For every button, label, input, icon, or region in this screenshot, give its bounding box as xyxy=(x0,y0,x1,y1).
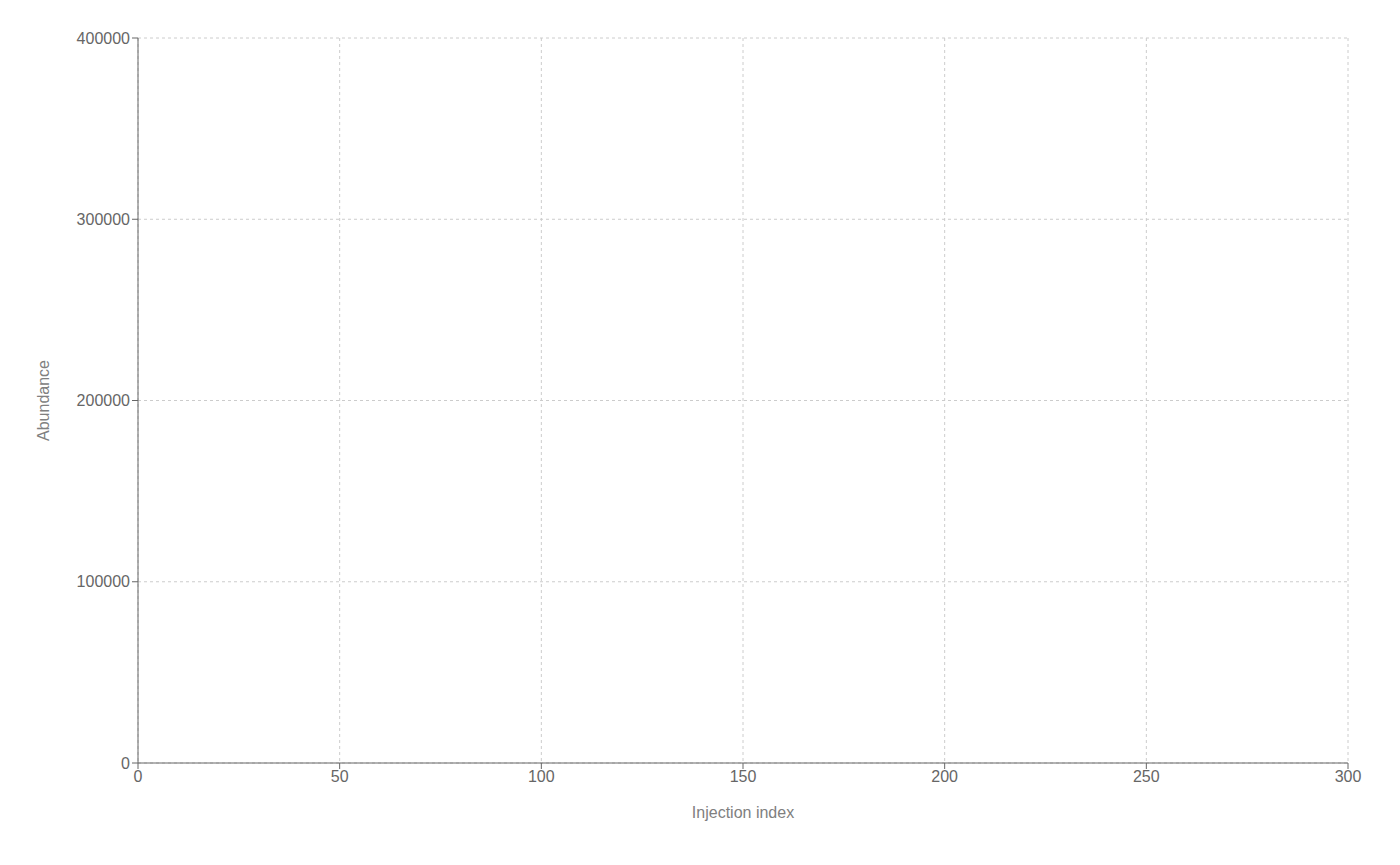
svg-text:0: 0 xyxy=(121,755,130,772)
svg-text:200: 200 xyxy=(931,768,958,785)
svg-text:0: 0 xyxy=(134,768,143,785)
svg-text:100: 100 xyxy=(528,768,555,785)
svg-text:300: 300 xyxy=(1335,768,1362,785)
svg-text:150: 150 xyxy=(730,768,757,785)
svg-text:Injection index: Injection index xyxy=(692,804,794,821)
svg-text:Abundance: Abundance xyxy=(35,360,52,441)
svg-text:200000: 200000 xyxy=(77,392,130,409)
svg-text:250: 250 xyxy=(1133,768,1160,785)
svg-text:100000: 100000 xyxy=(77,573,130,590)
svg-text:300000: 300000 xyxy=(77,211,130,228)
svg-text:400000: 400000 xyxy=(77,30,130,47)
svg-text:50: 50 xyxy=(331,768,349,785)
